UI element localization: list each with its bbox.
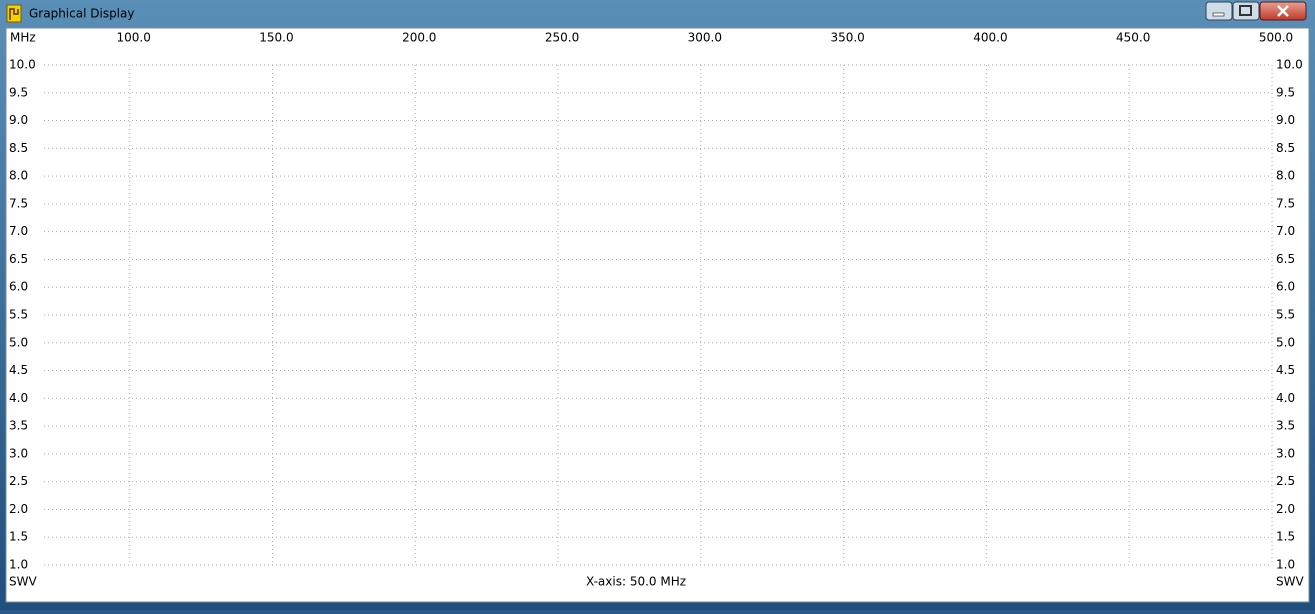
app-icon-glyph [9,8,19,20]
y-tick-label: 8.0 [9,169,28,183]
x-tick-label: 450.0 [1116,31,1150,45]
close-glyph [1277,5,1289,17]
minimize-glyph [1212,12,1225,17]
y-tick-label: 4.5 [9,363,28,377]
y-tick-label-right: 4.0 [1276,391,1295,405]
minimize-button[interactable] [1205,1,1233,21]
y-tick-label-right: 5.0 [1276,335,1295,349]
window-title: Graphical Display [29,7,134,21]
client-area [5,27,1310,603]
y-tick-label: 9.0 [9,113,28,127]
y-label-right: SWV [1276,575,1304,589]
y-tick-label: 8.5 [9,141,28,155]
y-tick-label-right: 7.5 [1276,196,1295,210]
y-tick-label: 6.5 [9,252,28,266]
x-tick-label: 250.0 [545,31,579,45]
y-tick-label: 1.5 [9,530,28,544]
x-tick-label: 400.0 [973,31,1007,45]
maximize-glyph [1239,5,1252,16]
x-unit-label: MHz [10,31,36,45]
maximize-button[interactable] [1232,1,1260,21]
y-tick-label-right: 8.0 [1276,169,1295,183]
y-tick-label: 7.0 [9,224,28,238]
x-tick-label: 150.0 [259,31,293,45]
x-tick-label: 350.0 [830,31,864,45]
y-tick-label-right: 5.5 [1276,308,1295,322]
y-tick-label-right: 10.0 [1276,58,1303,72]
y-tick-label-right: 1.0 [1276,558,1295,572]
y-tick-label-right: 6.5 [1276,252,1295,266]
y-tick-label-right: 2.5 [1276,474,1295,488]
y-tick-label-right: 1.5 [1276,530,1295,544]
y-tick-label: 3.5 [9,419,28,433]
y-tick-label-right: 7.0 [1276,224,1295,238]
y-tick-label-right: 8.5 [1276,141,1295,155]
x-tick-label: 500.0 [1259,31,1293,45]
x-tick-label: 100.0 [116,31,150,45]
y-tick-label: 10.0 [9,58,36,72]
y-label-left: SWV [9,575,37,589]
y-tick-label: 6.0 [9,280,28,294]
y-tick-label-right: 4.5 [1276,363,1295,377]
y-tick-label: 3.0 [9,446,28,460]
y-tick-label: 9.5 [9,85,28,99]
y-tick-label-right: 2.0 [1276,502,1295,516]
y-tick-label: 1.0 [9,558,28,572]
x-tick-label: 300.0 [688,31,722,45]
y-tick-label-right: 3.5 [1276,419,1295,433]
y-tick-label: 5.5 [9,308,28,322]
y-tick-label-right: 9.0 [1276,113,1295,127]
y-tick-label: 7.5 [9,196,28,210]
y-tick-label-right: 3.0 [1276,446,1295,460]
x-tick-label: 200.0 [402,31,436,45]
y-tick-label: 2.0 [9,502,28,516]
y-tick-label-right: 6.0 [1276,280,1295,294]
y-tick-label: 2.5 [9,474,28,488]
y-tick-label: 4.0 [9,391,28,405]
x-axis-note: X-axis: 50.0 MHz [586,575,686,589]
y-tick-label: 5.0 [9,335,28,349]
y-tick-label-right: 9.5 [1276,85,1295,99]
